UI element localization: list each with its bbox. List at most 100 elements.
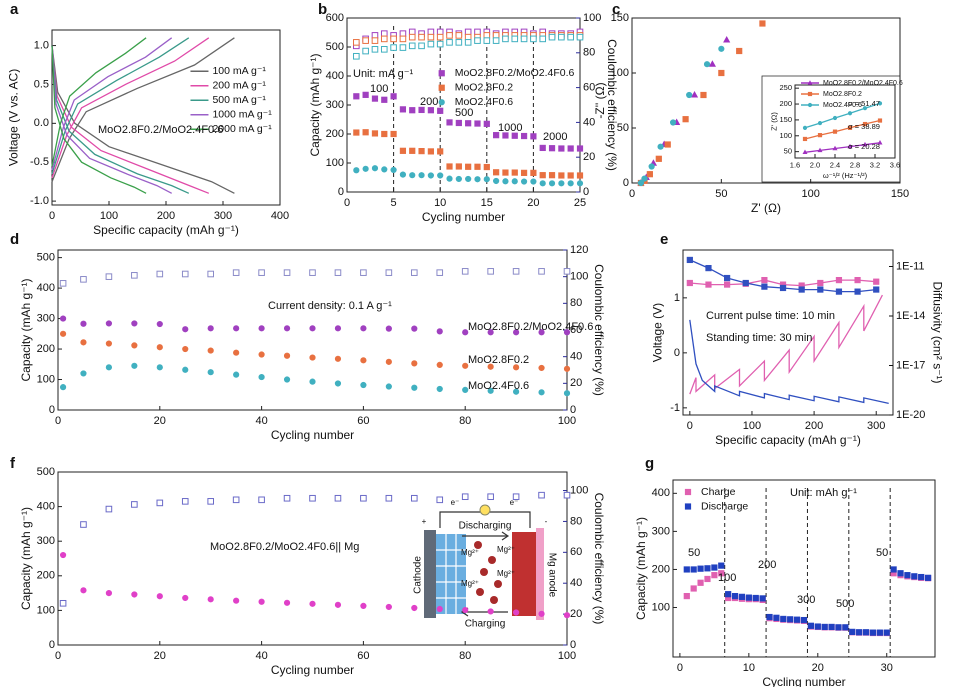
point [105,589,112,597]
point [718,45,725,52]
point [385,383,392,390]
cathode-grid [436,534,466,614]
point [465,120,472,127]
x-tick-label: 3.6 [890,160,900,169]
point [558,145,565,152]
annotation: 50 [876,547,888,559]
point [567,172,574,179]
point [794,616,801,623]
point [409,147,416,154]
diagram-label: Discharging [459,521,512,532]
y-tick-label: 0 [623,177,629,189]
point [131,501,138,508]
point [207,347,214,354]
point [520,132,528,140]
ions [474,541,502,604]
point [925,574,932,581]
point [334,494,342,502]
point [704,565,711,572]
y-tick-label: 200 [326,128,344,140]
point [847,125,853,130]
point [436,605,443,613]
y2-tick-label: 20 [570,608,582,620]
point [385,494,393,502]
legend-label: MoO2.8F0.2/MoO2.4F0.6 [455,67,575,79]
y-tick-label: 0 [49,404,55,416]
y2-axis-label: Coulombic efficiency (%) [592,493,606,625]
x-tick-label: 200 [805,420,823,432]
x-tick-label: 60 [357,650,369,662]
y-tick-label: 400 [652,487,670,499]
point [766,613,773,621]
point [648,163,655,170]
ion [480,568,488,576]
point [381,96,388,103]
y-tick-label: 150 [611,12,629,24]
point [156,593,163,600]
diagram-label: - [545,517,548,526]
point [817,120,823,126]
point [802,149,808,155]
y2-tick-label: 0 [570,639,576,651]
y-tick-label: 200 [779,99,792,108]
point [334,380,342,387]
x-tick-label: 80 [459,415,471,427]
series-line [804,102,881,129]
point [814,623,821,630]
point [233,371,240,378]
point [511,132,518,139]
point [461,493,469,501]
y2-tick-label: 1E-20 [896,409,925,421]
y-tick-label: 100 [611,67,629,79]
y2-tick-label: 40 [583,116,595,128]
point [258,598,265,605]
x-tick-label: 15 [481,197,493,209]
point [800,616,808,624]
x-tick-label: 0 [49,210,55,222]
x-axis-label: Specific capacity (mAh g⁻¹) [93,223,239,237]
point [131,272,138,279]
legend-label: 1000 mA g⁻¹ [212,109,272,121]
point [718,570,725,577]
point [704,575,711,583]
point [399,106,407,113]
point [418,33,425,41]
point [736,47,743,55]
point [362,47,369,55]
point [474,120,481,127]
point [512,268,520,275]
annotation: Unit: mAh g⁻¹ [790,487,857,499]
point [105,340,112,347]
point [360,494,367,502]
legend-label: MoO2.4F0.6 [455,96,514,108]
annotation: 500 [836,598,854,610]
point [779,284,787,292]
point [411,494,418,502]
point [711,572,718,579]
point [80,276,87,283]
point [856,629,863,636]
point [520,35,528,43]
point [492,37,500,44]
point [80,339,87,346]
point [487,329,494,336]
point [455,175,462,183]
diagram-label: Cathode [413,556,424,594]
point [437,172,444,179]
annotation: Current density: 0.1 A g⁻¹ [268,300,392,312]
point [897,570,904,577]
point [334,269,342,276]
point [455,32,463,39]
point [686,91,693,99]
point [105,364,112,371]
point [360,381,367,389]
y-tick-label: 400 [37,501,55,513]
annotation: 300 [797,594,815,606]
point [462,362,469,369]
x-tick-label: 40 [255,650,267,662]
series-label: MoO2.4F0.6 [468,380,529,392]
point [512,609,520,616]
point [353,39,360,46]
diagram-label: Mg²⁺ [497,545,515,554]
y-tick-label: 0.5 [34,78,49,90]
